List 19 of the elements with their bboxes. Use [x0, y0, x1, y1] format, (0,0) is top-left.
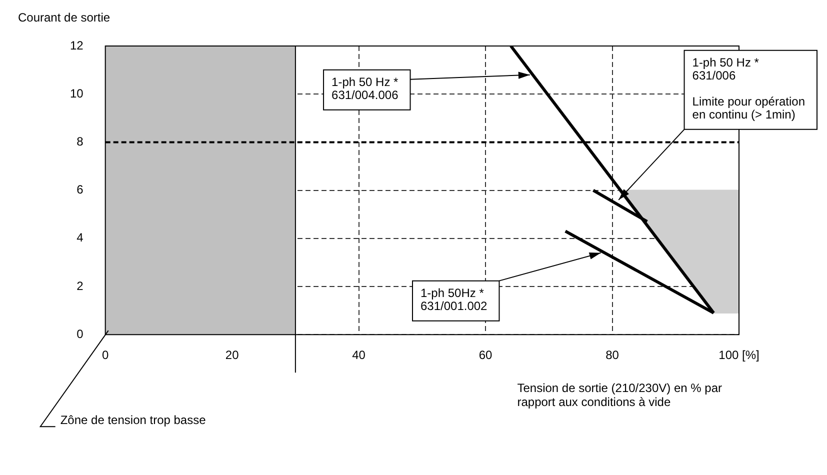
annotation: 1-ph 50 Hz * 631/004.006	[332, 75, 399, 102]
y-tick-label: 10	[70, 86, 84, 100]
band-label: Zône de tension trop basse	[60, 412, 206, 427]
y-tick-label: 2	[76, 278, 84, 293]
y-tick-label: 12	[70, 38, 84, 52]
annotation: 1-ph 50Hz * 631/001.002	[420, 286, 488, 314]
x-tick-label: 0	[102, 348, 110, 362]
y-tick-label: 6	[76, 182, 84, 197]
x-axis-title: Tension de sortie (210/230V) en % par rapport aux conditions à vide	[517, 380, 722, 409]
x-tick-label: 40	[352, 348, 366, 362]
x-tick-label: 100 [%]	[718, 348, 760, 362]
y-tick-label: 0	[76, 326, 84, 341]
x-tick-label: 60	[478, 348, 493, 362]
annotation: 1-ph 50 Hz * 631/006 Limite pour opération en continu (> 1min)	[692, 56, 805, 122]
x-tick-label: 20	[225, 348, 240, 362]
y-axis-title: Courant de sortie	[18, 10, 110, 24]
x-tick-label: 80	[606, 348, 620, 362]
y-tick-label: 4	[76, 230, 84, 245]
y-tick-label: 8	[76, 134, 84, 149]
